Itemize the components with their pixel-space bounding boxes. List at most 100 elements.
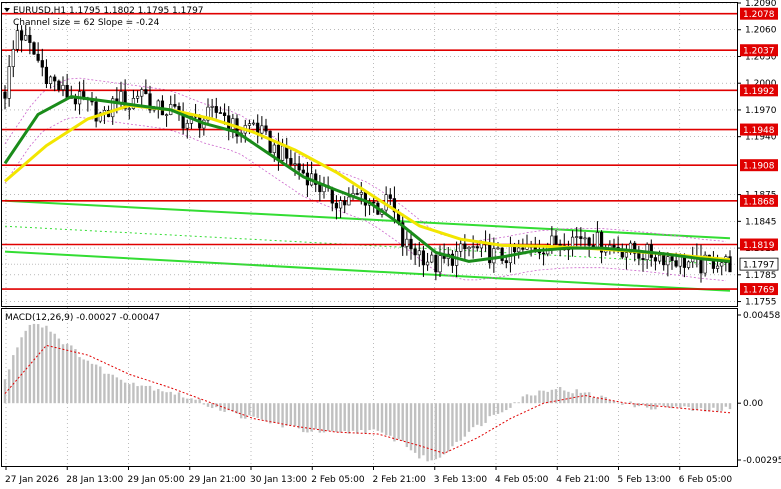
- macd-histogram-bar: [310, 403, 313, 432]
- macd-histogram-bar: [434, 403, 438, 460]
- macd-histogram-bar: [546, 391, 549, 404]
- candle-body: [185, 123, 189, 129]
- macd-histogram-bar: [123, 382, 127, 404]
- macd-histogram-bar: [360, 403, 363, 431]
- macd-histogram-bar: [36, 324, 40, 404]
- candle-body: [674, 260, 678, 267]
- candle-body: [40, 60, 44, 68]
- macd-signal-line: [4, 344, 731, 454]
- candle-body: [272, 144, 276, 153]
- level-label-box: [740, 238, 778, 251]
- macd-panel: [3, 323, 732, 462]
- candle-body: [11, 48, 15, 67]
- macd-histogram-bar: [687, 403, 690, 407]
- candle-body: [666, 256, 670, 266]
- candle-body: [222, 112, 227, 116]
- time-tick-label: 29 Jan 21:00: [189, 475, 246, 485]
- macd-histogram-bar: [61, 344, 65, 404]
- macd-histogram-bar: [500, 403, 504, 413]
- candle-body: [662, 254, 666, 266]
- price-levels: [2, 12, 737, 290]
- macd-histogram-bar: [670, 403, 674, 409]
- macd-histogram-bar: [177, 392, 181, 404]
- macd-histogram-bar: [289, 403, 293, 426]
- candle-body: [7, 66, 11, 99]
- price-tick-label: 1.1940: [745, 133, 777, 143]
- macd-histogram-bar: [496, 403, 500, 414]
- macd-histogram-bar: [600, 395, 603, 404]
- macd-histogram-bar: [140, 385, 143, 404]
- time-tick-label: 29 Jan 05:00: [128, 475, 185, 485]
- macd-histogram-bar: [45, 325, 48, 404]
- macd-tick-label: -0.00295: [743, 456, 781, 466]
- macd-histogram-bar: [260, 403, 264, 420]
- macd-histogram-bar: [480, 403, 483, 427]
- macd-histogram-bar: [612, 400, 616, 404]
- macd-histogram-bar: [712, 403, 715, 408]
- price-tick-label: 1.1785: [745, 271, 777, 281]
- macd-histogram-bar: [335, 403, 338, 433]
- candle-body: [521, 247, 525, 250]
- candle-body: [504, 260, 508, 264]
- candle-body: [355, 193, 359, 195]
- macd-histogram-bar: [459, 403, 462, 441]
- macd-histogram-bar: [641, 403, 645, 405]
- macd-histogram-bar: [525, 394, 529, 404]
- macd-histogram-bar: [318, 403, 322, 433]
- candle-body: [48, 76, 53, 85]
- candle-body: [338, 200, 343, 209]
- macd-histogram-bar: [248, 403, 251, 416]
- macd-histogram-bar: [331, 403, 334, 432]
- time-tick-label: 5 Feb 13:00: [618, 475, 672, 485]
- macd-histogram-bar: [376, 403, 380, 431]
- macd-histogram-bar: [94, 364, 98, 404]
- candle-body: [347, 196, 351, 206]
- candle-body: [28, 34, 32, 43]
- macd-histogram-bar: [86, 360, 90, 404]
- macd-histogram-bar: [583, 392, 587, 404]
- macd-histogram-bar: [724, 403, 728, 407]
- macd-histogram-bar: [447, 403, 450, 452]
- macd-histogram-bar: [285, 403, 288, 426]
- candle-body: [247, 123, 252, 126]
- macd-histogram-bar: [210, 403, 214, 409]
- macd-histogram-bar: [173, 394, 177, 404]
- macd-histogram-bar: [674, 403, 678, 407]
- candle-body: [587, 237, 591, 246]
- macd-histogram-bar: [57, 338, 61, 404]
- macd-histogram-bar: [281, 403, 284, 428]
- macd-histogram-bar: [558, 386, 562, 404]
- candle-body: [3, 91, 7, 99]
- macd-histogram-bar: [90, 363, 94, 404]
- macd-histogram-bar: [579, 392, 583, 404]
- candle-body: [65, 84, 69, 98]
- macd-histogram-bar: [397, 403, 400, 440]
- macd-histogram-bar: [198, 399, 201, 404]
- macd-histogram-bar: [463, 403, 467, 437]
- candle-body: [119, 91, 123, 104]
- candle-body: [463, 243, 467, 250]
- macd-histogram-bar: [355, 403, 359, 434]
- candle-body: [653, 257, 658, 262]
- dropdown-triangle-icon[interactable]: [4, 8, 10, 12]
- price-tick-label: 1.1755: [745, 298, 777, 308]
- candle-body: [251, 122, 256, 125]
- candle-body: [554, 235, 558, 245]
- macd-histogram-bar: [239, 403, 243, 419]
- macd-histogram-bar: [679, 403, 682, 408]
- macd-histogram-bar: [264, 403, 268, 422]
- macd-histogram-bar: [691, 403, 694, 411]
- candle-body: [218, 112, 223, 114]
- macd-histogram-bar: [53, 333, 56, 404]
- macd-tick-label: 0.00: [743, 399, 763, 409]
- macd-histogram-bar: [575, 389, 578, 404]
- candle-body: [633, 242, 637, 254]
- price-tick-label: 1.1845: [745, 217, 777, 227]
- candle-body: [144, 89, 148, 95]
- macd-histogram-bar: [720, 403, 723, 411]
- macd-histogram-bar: [683, 403, 686, 407]
- price-panel-frame: [1, 2, 738, 307]
- macd-histogram-bar: [554, 389, 558, 404]
- macd-histogram-bar: [306, 403, 309, 433]
- candle-body: [32, 42, 36, 55]
